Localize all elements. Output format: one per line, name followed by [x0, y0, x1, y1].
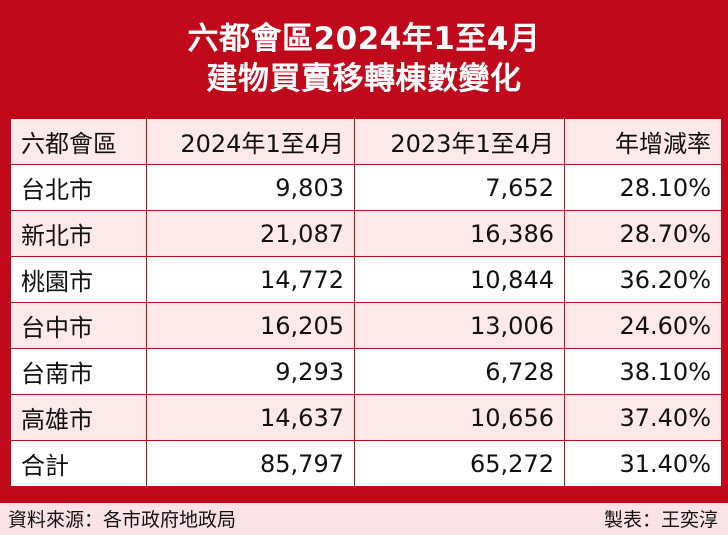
title-line-2: 建物買賣移轉棟數變化: [206, 60, 522, 97]
data-table: 六都會區 2024年1至4月 2023年1至4月 年增減率 台北市 9,803 7,…: [10, 118, 722, 487]
value-cell: 16,386: [354, 210, 565, 257]
title-line-1: 六都會區2024年1至4月: [187, 20, 541, 57]
table-row: 台北市 9,803 7,652 28.10%: [10, 164, 722, 211]
row-label-cell: 台南市: [10, 348, 147, 395]
value-cell: 16,205: [146, 302, 355, 349]
column-header: 六都會區: [10, 118, 147, 165]
value-cell: 14,772: [146, 256, 355, 303]
table-row: 台南市 9,293 6,728 38.10%: [10, 348, 722, 395]
value-cell: 24.60%: [564, 302, 722, 349]
value-cell: 85,797: [146, 440, 355, 487]
value-cell: 31.40%: [564, 440, 722, 487]
row-label-cell: 台中市: [10, 302, 147, 349]
value-cell: 65,272: [354, 440, 565, 487]
value-cell: 28.10%: [564, 164, 722, 211]
value-cell: 10,656: [354, 394, 565, 441]
value-cell: 14,637: [146, 394, 355, 441]
value-cell: 36.20%: [564, 256, 722, 303]
value-cell: 21,087: [146, 210, 355, 257]
author-note: 製表：王奕淳: [603, 509, 718, 531]
value-cell: 6,728: [354, 348, 565, 395]
table-row: 高雄市 14,637 10,656 37.40%: [10, 394, 722, 441]
row-label-cell: 高雄市: [10, 394, 147, 441]
row-label-cell: 新北市: [10, 210, 147, 257]
value-cell: 13,006: [354, 302, 565, 349]
value-cell: 9,293: [146, 348, 355, 395]
value-cell: 28.70%: [564, 210, 722, 257]
column-header: 年增減率: [564, 118, 722, 165]
table-row: 台中市 16,205 13,006 24.60%: [10, 302, 722, 349]
chart-title: 六都會區2024年1至4月 建物買賣移轉棟數變化: [0, 0, 728, 117]
header-row: 六都會區 2024年1至4月 2023年1至4月 年增減率: [10, 118, 722, 165]
table-row: 合計 85,797 65,272 31.40%: [10, 440, 722, 487]
table-body: 台北市 9,803 7,652 28.10% 新北市 21,087 16,386 28.70%…: [10, 164, 722, 487]
column-header: 2023年1至4月: [354, 118, 565, 165]
value-cell: 7,652: [354, 164, 565, 211]
value-cell: 9,803: [146, 164, 355, 211]
table-row: 新北市 21,087 16,386 28.70%: [10, 210, 722, 257]
value-cell: 37.40%: [564, 394, 722, 441]
footer-bar: [0, 503, 728, 535]
row-label-cell: 台北市: [10, 164, 147, 211]
value-cell: 38.10%: [564, 348, 722, 395]
row-label-cell: 桃園市: [10, 256, 147, 303]
row-label-cell: 合計: [10, 440, 147, 487]
table-row: 桃園市 14,772 10,844 36.20%: [10, 256, 722, 303]
value-cell: 10,844: [354, 256, 565, 303]
column-header: 2024年1至4月: [146, 118, 355, 165]
source-note: 資料來源：各市政府地政局: [8, 509, 237, 531]
